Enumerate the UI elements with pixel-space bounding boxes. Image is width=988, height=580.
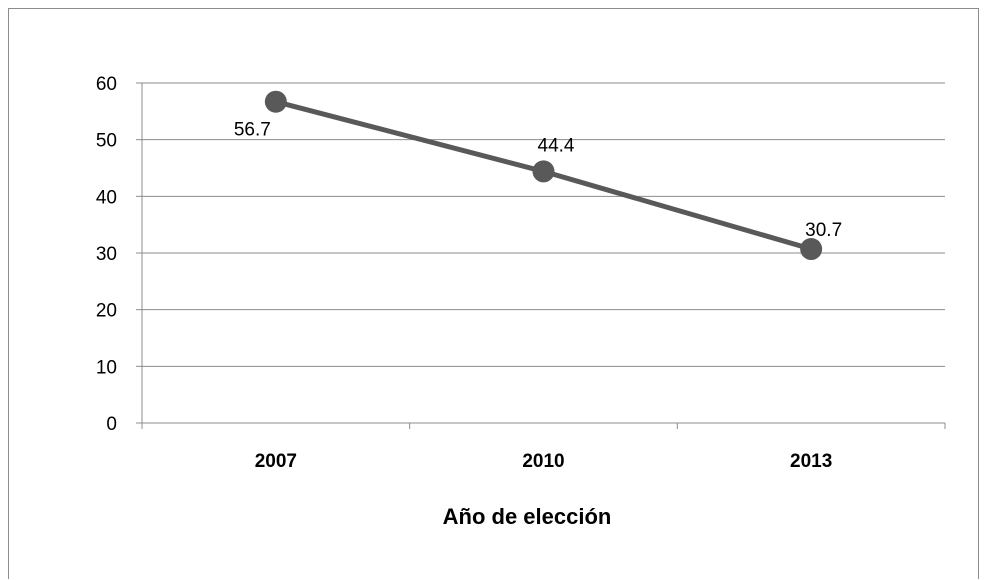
axes: 0 10 20 30 40 50 60 2007 2010 2013 bbox=[96, 74, 946, 472]
data-label: 56.7 bbox=[234, 120, 271, 141]
y-tick-label: 40 bbox=[96, 187, 117, 208]
chart-frame bbox=[8, 8, 979, 579]
y-tick-label: 0 bbox=[106, 414, 117, 435]
data-point bbox=[264, 90, 287, 113]
grid-lines bbox=[142, 82, 945, 367]
y-tick-label: 60 bbox=[96, 74, 117, 95]
y-tick-label: 10 bbox=[96, 357, 117, 378]
y-tick-label: 30 bbox=[96, 244, 117, 265]
y-tick-label: 50 bbox=[96, 131, 117, 152]
x-tick-label: 2010 bbox=[522, 451, 564, 472]
x-tick-label: 2007 bbox=[255, 451, 297, 472]
data-point bbox=[800, 238, 823, 261]
x-axis-label: Año de elección bbox=[443, 504, 612, 529]
x-tick-label: 2013 bbox=[790, 451, 832, 472]
data-point bbox=[532, 160, 555, 183]
series: 56.7 44.4 30.7 bbox=[234, 90, 842, 261]
y-tick-label: 20 bbox=[96, 301, 117, 322]
data-label: 30.7 bbox=[805, 220, 842, 241]
data-label: 44.4 bbox=[538, 135, 575, 156]
